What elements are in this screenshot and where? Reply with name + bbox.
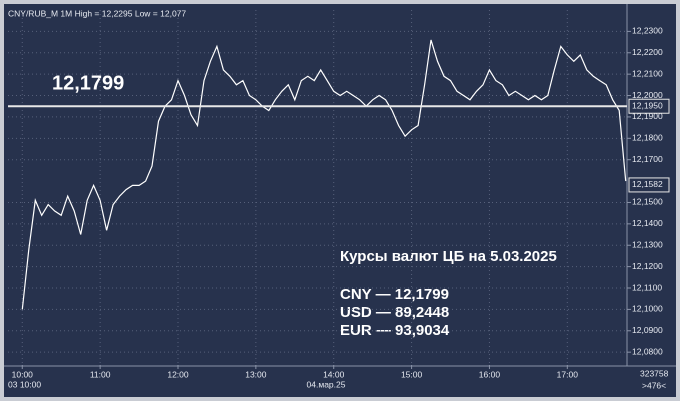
x-tick-label: 11:00	[90, 369, 111, 379]
y-tick-label: 12,1400	[632, 218, 663, 228]
y-tick-label: 12,2000	[632, 90, 663, 100]
annotation-line: EUR — 93,9034	[340, 322, 450, 339]
y-tick-label: 12,2200	[632, 47, 663, 57]
y-tick-label: 12,1300	[632, 239, 663, 249]
x-tick-label: 15:00	[401, 369, 423, 379]
y-tick-label: 12,0800	[632, 346, 663, 356]
x-tick-label: 10:00	[12, 369, 34, 379]
y-tick-label: 12,2100	[632, 68, 663, 78]
y-tick-label: 12,1100	[632, 282, 662, 292]
x-tick-label: 12:00	[167, 369, 189, 379]
y-tick-label: 12,1800	[632, 133, 663, 143]
scroll-label[interactable]: >476<	[642, 380, 666, 390]
annotation-line: CNY — 12,1799	[340, 286, 449, 303]
price-box-label: 12,1950	[632, 100, 663, 110]
price-line	[21, 39, 627, 310]
y-tick-label: 12,1700	[632, 154, 663, 164]
chart-title: CNY/RUB_M 1M High = 12,2295 Low = 12,077	[8, 8, 186, 18]
y-tick-label: 12,1900	[632, 111, 663, 121]
last-price-box	[628, 177, 670, 193]
x-start-label: 03 10:00	[8, 379, 41, 389]
y-tick-label: 12,1200	[632, 261, 663, 271]
y-tick-label: 12,2300	[632, 26, 663, 36]
annotation-title: Курсы валют ЦБ на 5.03.2025	[340, 248, 557, 265]
last-price-label: 12,1582	[632, 179, 663, 189]
y-tick-label: 12,1000	[632, 304, 663, 314]
big-price: 12,1799	[52, 72, 124, 94]
x-tick-label: 13:00	[245, 369, 267, 379]
price-box	[628, 98, 670, 114]
date-label: 04.мар.25	[307, 379, 346, 389]
y-tick-label: 12,0900	[632, 325, 663, 335]
counter: 323758	[640, 368, 669, 378]
x-tick-label: 17:00	[557, 369, 579, 379]
y-tick-label: 12,1500	[632, 197, 663, 207]
x-tick-label: 16:00	[479, 369, 501, 379]
annotation-line: USD — 89,2448	[340, 304, 449, 321]
x-tick-label: 14:00	[323, 369, 345, 379]
